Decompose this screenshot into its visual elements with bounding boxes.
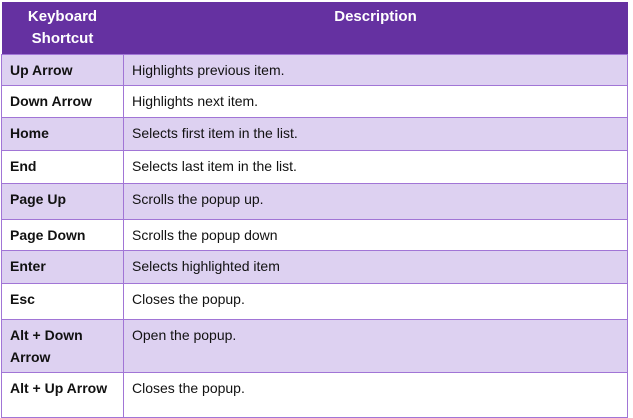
shortcut-description: Selects first item in the list.	[123, 117, 628, 151]
shortcut-description: Selects last item in the list.	[123, 150, 628, 184]
shortcut-key: Enter	[1, 250, 124, 284]
table-row: Up Arrow Highlights previous item.	[1, 54, 628, 86]
shortcut-description: Closes the popup.	[123, 283, 628, 320]
shortcut-description: Open the popup.	[123, 319, 628, 373]
table-row: Alt + Down Arrow Open the popup.	[1, 319, 628, 373]
table-row: Esc Closes the popup.	[1, 283, 628, 320]
shortcut-key: Down Arrow	[1, 85, 124, 118]
shortcut-key: Up Arrow	[1, 54, 124, 86]
table-row: Down Arrow Highlights next item.	[1, 85, 628, 118]
table-row: Alt + Up Arrow Closes the popup.	[1, 372, 628, 418]
shortcut-description: Highlights previous item.	[123, 54, 628, 86]
table-row: Page Down Scrolls the popup down	[1, 219, 628, 251]
table-row: End Selects last item in the list.	[1, 150, 628, 184]
shortcut-description: Selects highlighted item	[123, 250, 628, 284]
header-keyboard-shortcut: Keyboard Shortcut	[1, 2, 124, 55]
shortcut-description: Closes the popup.	[123, 372, 628, 418]
shortcut-key: Esc	[1, 283, 124, 320]
shortcut-key: Page Up	[1, 183, 124, 220]
table-row: Enter Selects highlighted item	[1, 250, 628, 284]
shortcut-description: Scrolls the popup up.	[123, 183, 628, 220]
header-description: Description	[123, 2, 628, 55]
shortcut-key: Page Down	[1, 219, 124, 251]
header-row: Keyboard Shortcut Description	[1, 2, 628, 55]
table-row: Home Selects first item in the list.	[1, 117, 628, 151]
shortcut-key: Alt + Down Arrow	[1, 319, 124, 373]
shortcut-key: Alt + Up Arrow	[1, 372, 124, 418]
shortcut-key: Home	[1, 117, 124, 151]
shortcut-description: Highlights next item.	[123, 85, 628, 118]
shortcut-description: Scrolls the popup down	[123, 219, 628, 251]
table-row: Page Up Scrolls the popup up.	[1, 183, 628, 220]
shortcut-key: End	[1, 150, 124, 184]
